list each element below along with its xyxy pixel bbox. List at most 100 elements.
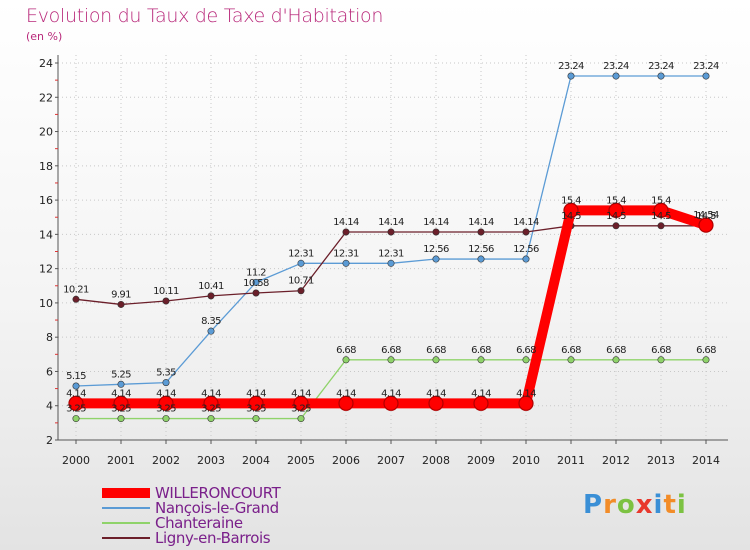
data-label-chanteraine: 6.68 bbox=[381, 345, 401, 356]
data-point-willeroncourt bbox=[68, 395, 84, 411]
y-tick-label: 22 bbox=[39, 91, 53, 104]
x-tick-label: 2009 bbox=[467, 454, 495, 467]
data-label-ligny: 14.14 bbox=[423, 217, 449, 228]
legend-label-nancois: Nançois-le-Grand bbox=[155, 499, 279, 517]
x-tick-label: 2004 bbox=[242, 454, 270, 467]
data-point-ligny bbox=[612, 222, 620, 230]
data-label-nancois: 23.24 bbox=[648, 61, 674, 72]
logo-letter: i bbox=[653, 490, 664, 520]
data-point-nancois bbox=[657, 72, 665, 80]
data-point-willeroncourt bbox=[338, 395, 354, 411]
x-tick-label: 2010 bbox=[512, 454, 540, 467]
data-label-chanteraine: 3.25 bbox=[66, 404, 86, 415]
data-label-nancois: 11.2 bbox=[246, 267, 266, 278]
data-label-ligny: 14.5 bbox=[651, 211, 671, 222]
data-label-chanteraine: 6.68 bbox=[651, 345, 671, 356]
data-point-nancois bbox=[297, 259, 305, 267]
y-tick-label: 24 bbox=[39, 57, 53, 70]
logo-letter: r bbox=[603, 490, 617, 520]
y-tick-label: 12 bbox=[39, 263, 53, 276]
y-tick-label: 6 bbox=[46, 365, 53, 378]
data-point-willeroncourt bbox=[428, 395, 444, 411]
data-label-ligny: 14.14 bbox=[378, 217, 404, 228]
data-label-ligny: 14.14 bbox=[513, 217, 539, 228]
data-label-ligny: 10.21 bbox=[63, 284, 89, 295]
data-point-ligny bbox=[477, 228, 485, 236]
data-point-nancois bbox=[702, 72, 710, 80]
data-point-nancois bbox=[387, 259, 395, 267]
data-label-nancois: 5.35 bbox=[156, 368, 176, 379]
data-label-chanteraine: 3.25 bbox=[111, 404, 131, 415]
data-point-willeroncourt bbox=[293, 395, 309, 411]
data-label-willeroncourt: 4.14 bbox=[291, 388, 311, 399]
data-label-willeroncourt: 4.14 bbox=[381, 388, 401, 399]
data-point-chanteraine bbox=[72, 415, 80, 423]
data-label-chanteraine: 3.25 bbox=[201, 404, 221, 415]
x-tick-label: 2003 bbox=[197, 454, 225, 467]
data-point-willeroncourt bbox=[518, 395, 534, 411]
data-label-ligny: 14.14 bbox=[468, 217, 494, 228]
data-point-chanteraine bbox=[702, 356, 710, 364]
data-label-willeroncourt: 4.14 bbox=[471, 388, 491, 399]
x-tick-label: 2014 bbox=[692, 454, 720, 467]
data-label-willeroncourt: 4.14 bbox=[336, 388, 356, 399]
data-point-nancois bbox=[72, 382, 80, 390]
data-label-chanteraine: 6.68 bbox=[471, 345, 491, 356]
data-label-nancois: 12.56 bbox=[513, 244, 539, 255]
data-point-chanteraine bbox=[252, 415, 260, 423]
data-label-ligny: 14.14 bbox=[333, 217, 359, 228]
y-tick-label: 16 bbox=[39, 194, 53, 207]
data-label-chanteraine: 3.25 bbox=[156, 404, 176, 415]
logo-letter: x bbox=[635, 490, 654, 520]
x-tick-label: 2006 bbox=[332, 454, 360, 467]
data-point-nancois bbox=[342, 259, 350, 267]
data-point-ligny bbox=[432, 228, 440, 236]
data-point-chanteraine bbox=[342, 356, 350, 364]
data-label-willeroncourt: 4.14 bbox=[111, 388, 131, 399]
x-tick-label: 2008 bbox=[422, 454, 450, 467]
data-point-nancois bbox=[612, 72, 620, 80]
data-point-chanteraine bbox=[657, 356, 665, 364]
y-tick-label: 2 bbox=[46, 434, 53, 447]
data-point-willeroncourt bbox=[563, 202, 579, 218]
data-label-nancois: 5.25 bbox=[111, 369, 131, 380]
data-label-nancois: 23.24 bbox=[558, 61, 584, 72]
data-point-ligny bbox=[657, 222, 665, 230]
data-label-willeroncourt: 4.14 bbox=[426, 388, 446, 399]
legend-label-chanteraine: Chanteraine bbox=[155, 514, 243, 532]
data-point-ligny bbox=[207, 292, 215, 300]
data-label-ligny: 14.5 bbox=[606, 211, 626, 222]
y-tick-label: 4 bbox=[46, 400, 53, 413]
data-point-chanteraine bbox=[162, 415, 170, 423]
logo-letter: i bbox=[676, 490, 687, 520]
data-point-willeroncourt bbox=[608, 202, 624, 218]
legend-label-willeroncourt: WILLERONCOURT bbox=[155, 484, 281, 502]
data-label-nancois: 23.24 bbox=[693, 61, 719, 72]
chart-unit: (en %) bbox=[26, 30, 63, 43]
data-point-nancois bbox=[432, 255, 440, 263]
y-tick-label: 8 bbox=[46, 331, 53, 344]
x-tick-label: 2000 bbox=[62, 454, 90, 467]
data-label-willeroncourt: 15.4 bbox=[561, 195, 581, 206]
data-label-willeroncourt: 15.4 bbox=[651, 195, 671, 206]
data-label-chanteraine: 6.68 bbox=[606, 345, 626, 356]
x-tick-label: 2013 bbox=[647, 454, 675, 467]
data-label-willeroncourt: 14.54 bbox=[693, 210, 719, 221]
data-label-ligny: 10.58 bbox=[243, 278, 269, 289]
data-point-nancois bbox=[477, 255, 485, 263]
data-label-nancois: 12.31 bbox=[378, 248, 404, 259]
data-label-nancois: 8.35 bbox=[201, 316, 221, 327]
y-tick-label: 10 bbox=[39, 297, 53, 310]
y-tick-label: 18 bbox=[39, 160, 53, 173]
data-point-nancois bbox=[522, 255, 530, 263]
data-label-nancois: 12.31 bbox=[333, 248, 359, 259]
data-point-nancois bbox=[162, 379, 170, 387]
data-label-chanteraine: 6.68 bbox=[336, 345, 356, 356]
data-point-ligny bbox=[387, 228, 395, 236]
x-tick-label: 2002 bbox=[152, 454, 180, 467]
data-point-chanteraine bbox=[432, 356, 440, 364]
data-label-nancois: 12.56 bbox=[468, 244, 494, 255]
data-point-willeroncourt bbox=[653, 202, 669, 218]
data-point-willeroncourt bbox=[203, 395, 219, 411]
